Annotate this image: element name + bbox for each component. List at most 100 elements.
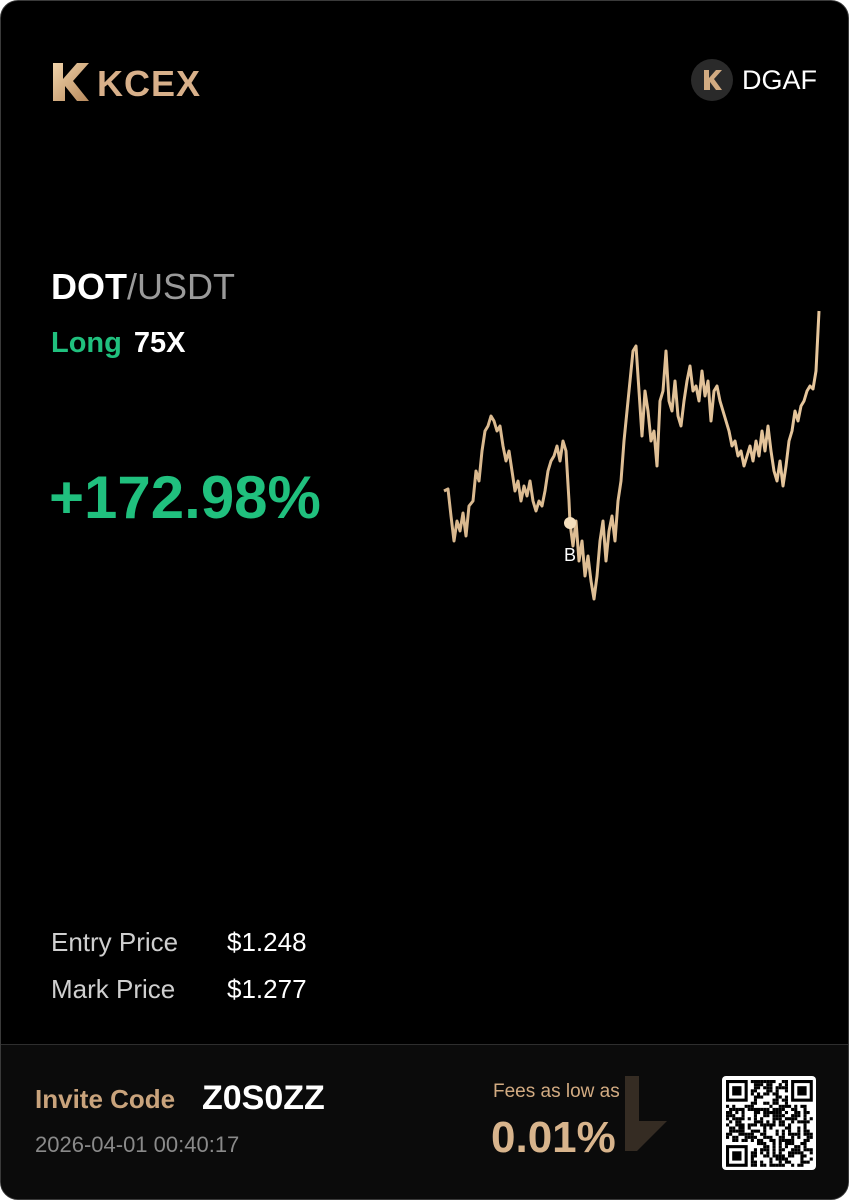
qr-module (803, 1129, 807, 1133)
qr-module (800, 1142, 804, 1146)
qr-module (778, 1107, 782, 1111)
pair: DOT/USDT (51, 266, 235, 308)
qr-module (766, 1080, 770, 1084)
qr-module (735, 1111, 739, 1115)
qr-module (775, 1086, 779, 1090)
qr-module (791, 1114, 795, 1118)
qr-module (735, 1107, 739, 1111)
qr-module (753, 1114, 757, 1118)
qr-module (741, 1111, 745, 1115)
qr-module (766, 1101, 770, 1105)
qr-module (772, 1151, 776, 1155)
qr-module (775, 1101, 779, 1105)
qr-module (781, 1135, 785, 1139)
qr-module (766, 1092, 770, 1096)
qr-module (809, 1117, 813, 1121)
qr-module (738, 1126, 742, 1130)
qr-module (757, 1086, 761, 1090)
qr-module (726, 1132, 730, 1136)
qr-module (766, 1154, 770, 1158)
qr-module (750, 1089, 754, 1093)
sparkline-path (443, 310, 821, 601)
qr-module (763, 1135, 767, 1139)
qr-module (769, 1086, 773, 1090)
qr-module (763, 1123, 767, 1127)
qr-module (784, 1157, 788, 1161)
qr-module (732, 1104, 736, 1108)
qr-module (794, 1151, 798, 1155)
qr-module (732, 1117, 736, 1121)
qr-module (760, 1117, 764, 1121)
qr-module (781, 1098, 785, 1102)
qr-module (794, 1114, 798, 1118)
user-name: DGAF (742, 65, 818, 95)
qr-module (769, 1080, 773, 1084)
qr-module (788, 1138, 792, 1142)
qr-module (784, 1126, 788, 1130)
qr-module (741, 1132, 745, 1136)
qr-module (729, 1111, 733, 1115)
qr-module (741, 1129, 745, 1133)
qr-module (766, 1145, 770, 1149)
qr-module (729, 1107, 733, 1111)
footer (1, 1044, 848, 1199)
qr-module (732, 1126, 736, 1130)
qr-module (797, 1151, 801, 1155)
qr-module (772, 1148, 776, 1152)
qr-module (772, 1107, 776, 1111)
qr-module (803, 1104, 807, 1108)
qr-module (772, 1098, 776, 1102)
qr-module (791, 1142, 795, 1146)
qr-module (772, 1101, 776, 1105)
qr-module (788, 1117, 792, 1121)
qr-module (760, 1120, 764, 1124)
qr-module (791, 1117, 795, 1121)
qr-module (763, 1114, 767, 1118)
qr-module (784, 1160, 788, 1164)
qr-module (753, 1163, 757, 1167)
qr-module (753, 1148, 757, 1152)
qr-module (769, 1126, 773, 1130)
qr-module (766, 1107, 770, 1111)
qr-module (753, 1135, 757, 1139)
qr-module (775, 1114, 779, 1118)
qr-module (778, 1114, 782, 1118)
qr-module (729, 1114, 733, 1118)
qr-module (747, 1135, 751, 1139)
qr-module (797, 1148, 801, 1152)
qr-module (778, 1135, 782, 1139)
qr-module (757, 1092, 761, 1096)
price-sparkline: B (443, 310, 821, 601)
qr-module (750, 1092, 754, 1096)
buy-marker-label: B (564, 545, 576, 565)
qr-module (747, 1132, 751, 1136)
qr-module (797, 1135, 801, 1139)
qr-module (741, 1114, 745, 1118)
position-side-row: Long 75X (51, 327, 186, 360)
qr-module (763, 1145, 767, 1149)
qr-module (766, 1083, 770, 1087)
qr-module (760, 1142, 764, 1146)
qr-module (741, 1138, 745, 1142)
qr-module (753, 1129, 757, 1133)
qr-module (791, 1163, 795, 1167)
qr-module (753, 1107, 757, 1111)
qr-module (729, 1129, 733, 1133)
qr-module (778, 1160, 782, 1164)
qr-module (750, 1107, 754, 1111)
qr-module (750, 1160, 754, 1164)
qr-module (797, 1126, 801, 1130)
qr-module (778, 1086, 782, 1090)
qr-module (741, 1117, 745, 1121)
qr-module (744, 1135, 748, 1139)
qr-module (803, 1114, 807, 1118)
qr-module (757, 1129, 761, 1133)
qr-module (763, 1092, 767, 1096)
qr-module (803, 1154, 807, 1158)
brand-logo-icon (53, 63, 89, 101)
qr-module (760, 1138, 764, 1142)
qr-module (775, 1107, 779, 1111)
invite-label: Invite Code (35, 1084, 176, 1114)
qr-module (778, 1083, 782, 1087)
qr-module (766, 1111, 770, 1115)
